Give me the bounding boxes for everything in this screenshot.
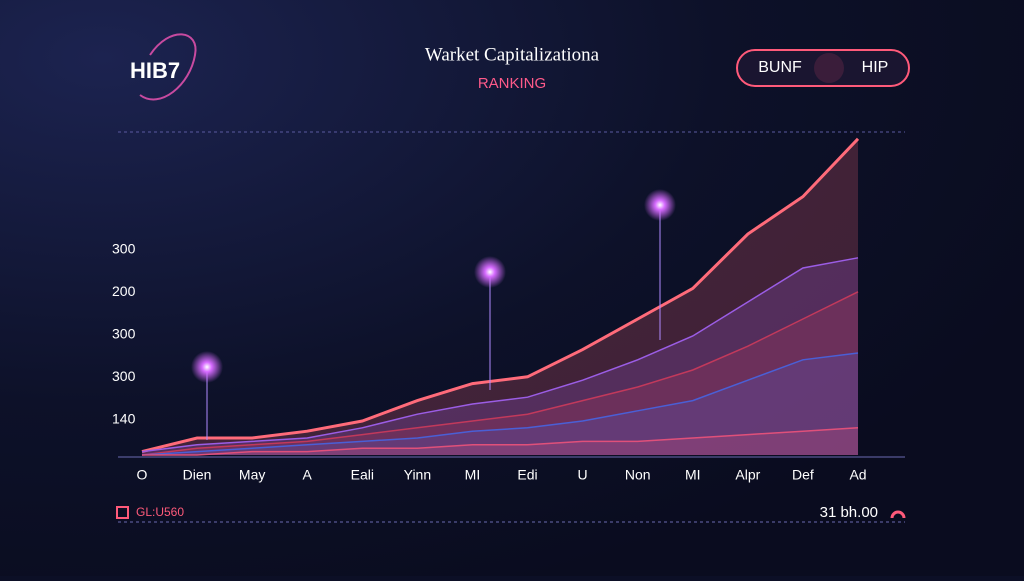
- toggle-button[interactable]: HIP: [862, 59, 889, 76]
- x-tick-label: Dien: [183, 467, 212, 483]
- area-line: [141, 257, 859, 453]
- y-tick-label: 140: [112, 411, 136, 427]
- x-tick-label: MI: [465, 467, 481, 483]
- area-shade: [142, 291, 858, 455]
- y-tick-label: 300: [112, 241, 136, 257]
- y-tick-label: 200: [112, 283, 136, 299]
- x-tick-label: Edi: [517, 467, 537, 483]
- x-tick-label: Ad: [849, 467, 866, 483]
- x-tick-label: U: [578, 467, 588, 483]
- area-line: [141, 352, 859, 456]
- footer-icon: [890, 510, 906, 519]
- footer-right: 31 bh.00: [820, 504, 878, 521]
- x-tick-label: MI: [685, 467, 701, 483]
- glow-group: [191, 189, 676, 440]
- x-tick-label: Alpr: [735, 467, 760, 483]
- x-tick-label: O: [137, 467, 148, 483]
- y-tick-label: 300: [112, 368, 136, 384]
- logo: HIB7: [130, 58, 180, 83]
- area-line: [142, 427, 859, 456]
- chart-title: Warket Capitalizationa: [425, 44, 600, 65]
- footer-icon: [116, 506, 129, 519]
- area-shade: [142, 353, 858, 455]
- area-line: [141, 137, 860, 454]
- glow-dot: [474, 256, 506, 288]
- footer-left: GL:U560: [136, 505, 184, 519]
- toggle-knob: [814, 53, 844, 83]
- area-shade: [142, 427, 858, 455]
- glow-dot: [644, 189, 676, 221]
- x-tick-label: Yinn: [404, 467, 432, 483]
- x-tick-label: Def: [792, 467, 814, 483]
- area-shade: [142, 138, 858, 456]
- chart-subtitle: RANKING: [478, 75, 546, 92]
- toggle-button[interactable]: BUNF: [758, 59, 802, 76]
- area-shade: [142, 257, 858, 455]
- x-tick-label: May: [239, 467, 265, 483]
- x-tick-label: A: [303, 467, 313, 483]
- y-tick-label: 300: [112, 326, 136, 342]
- x-tick-label: Eali: [351, 467, 374, 483]
- area-line: [141, 291, 859, 456]
- logo-swirl: [139, 33, 197, 101]
- x-tick-label: Non: [625, 467, 651, 483]
- glow-dot: [191, 351, 223, 383]
